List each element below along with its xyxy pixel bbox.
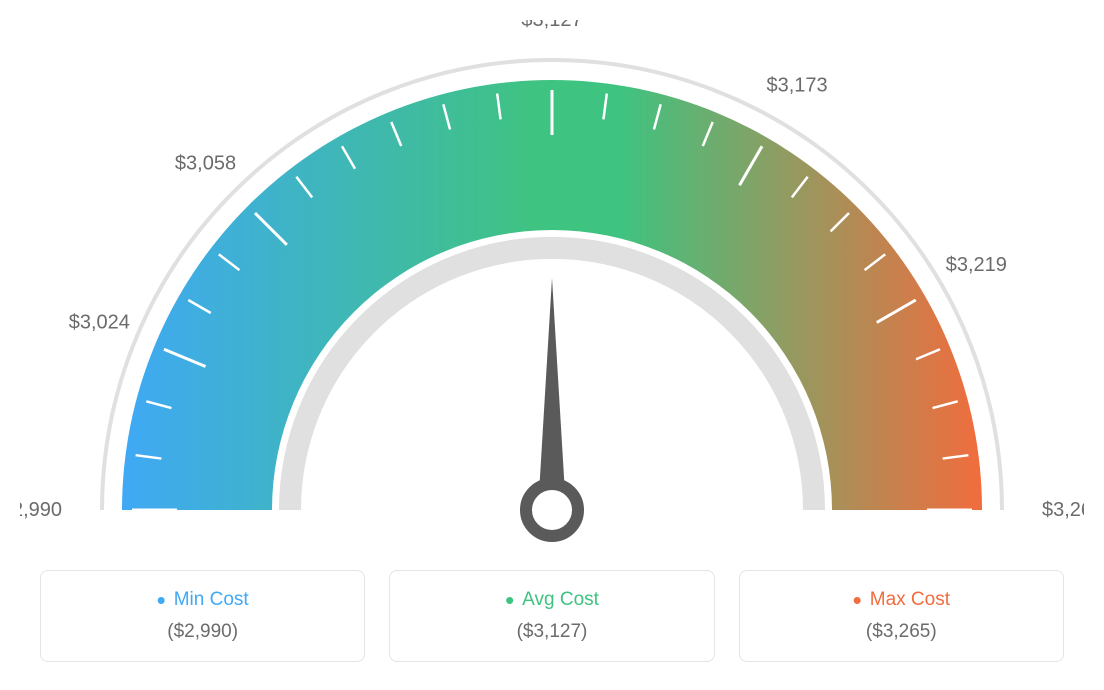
legend-title-max-text: Max Cost bbox=[870, 589, 950, 611]
legend-title-avg: Avg Cost bbox=[505, 589, 599, 611]
legend-value-avg: ($3,127) bbox=[402, 621, 701, 643]
legend-title-min: Min Cost bbox=[157, 589, 249, 611]
gauge-tick-label: $3,265 bbox=[1042, 499, 1084, 521]
gauge-tick-label: $3,058 bbox=[175, 153, 236, 175]
cost-gauge: $2,990 $3,024 $3,058 $3,127 $3,173 $3,219 $3,2… bbox=[20, 20, 1084, 550]
legend-value-min: ($2,990) bbox=[53, 621, 352, 643]
legend-title-min-text: Min Cost bbox=[174, 589, 249, 611]
legend-card-avg: Avg Cost ($3,127) bbox=[389, 570, 714, 662]
legend-card-max: Max Cost ($3,265) bbox=[739, 570, 1064, 662]
legend-card-min: Min Cost ($2,990) bbox=[40, 570, 365, 662]
gauge-svg: $2,990 $3,024 $3,058 $3,127 $3,173 $3,219 $3,2… bbox=[20, 20, 1084, 550]
gauge-tick-label: $3,127 bbox=[521, 20, 582, 31]
gauge-tick-label: $2,990 bbox=[20, 499, 62, 521]
legend-row: Min Cost ($2,990) Avg Cost ($3,127) Max … bbox=[20, 570, 1084, 662]
gauge-tick-label: $3,024 bbox=[69, 311, 130, 333]
legend-title-max: Max Cost bbox=[853, 589, 950, 611]
gauge-tick-label: $3,219 bbox=[946, 254, 1007, 276]
legend-title-avg-text: Avg Cost bbox=[522, 589, 599, 611]
gauge-tick-label: $3,173 bbox=[766, 75, 827, 97]
legend-value-max: ($3,265) bbox=[752, 621, 1051, 643]
